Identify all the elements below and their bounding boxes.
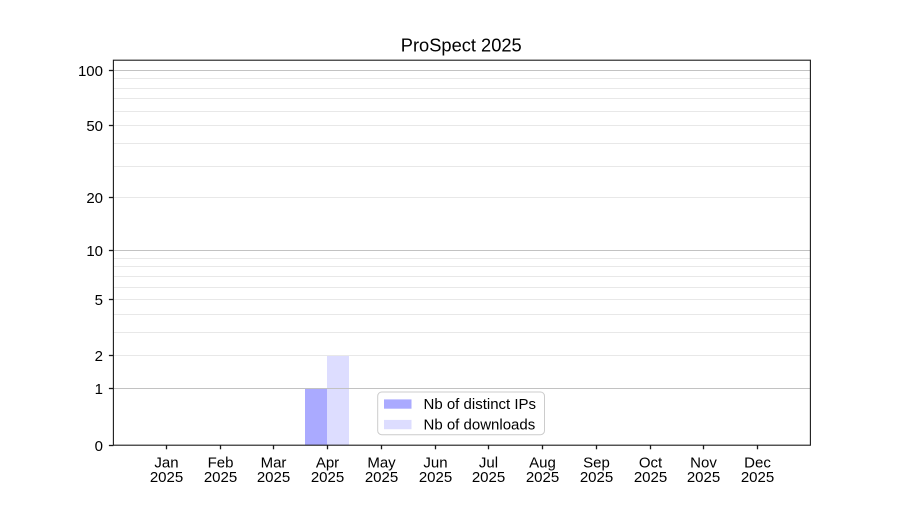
svg-text:2: 2: [95, 348, 103, 365]
svg-text:2025: 2025: [472, 469, 505, 486]
svg-text:0: 0: [95, 438, 103, 455]
svg-text:2025: 2025: [687, 469, 720, 486]
svg-text:Aug: Aug: [529, 455, 556, 472]
svg-text:2025: 2025: [580, 469, 613, 486]
svg-text:Jan: Jan: [154, 455, 178, 472]
svg-text:2025: 2025: [311, 469, 344, 486]
svg-text:2025: 2025: [257, 469, 290, 486]
svg-text:2025: 2025: [150, 469, 183, 486]
svg-text:Nb of downloads: Nb of downloads: [424, 416, 536, 433]
svg-text:1: 1: [95, 381, 103, 398]
svg-text:2025: 2025: [741, 469, 774, 486]
svg-text:5: 5: [95, 292, 103, 309]
svg-text:2025: 2025: [634, 469, 667, 486]
svg-text:2025: 2025: [204, 469, 237, 486]
svg-text:10: 10: [86, 243, 103, 260]
svg-text:Apr: Apr: [316, 455, 339, 472]
svg-text:Jun: Jun: [423, 455, 447, 472]
svg-text:100: 100: [78, 63, 103, 80]
svg-text:50: 50: [86, 118, 103, 135]
svg-text:Nb of distinct IPs: Nb of distinct IPs: [424, 396, 537, 413]
svg-text:Feb: Feb: [208, 455, 234, 472]
svg-text:Oct: Oct: [639, 455, 663, 472]
svg-text:2025: 2025: [365, 469, 398, 486]
svg-text:Mar: Mar: [261, 455, 287, 472]
svg-text:Jul: Jul: [479, 455, 498, 472]
svg-text:May: May: [367, 455, 396, 472]
svg-text:Sep: Sep: [583, 455, 610, 472]
svg-text:2025: 2025: [526, 469, 559, 486]
svg-text:Dec: Dec: [744, 455, 771, 472]
svg-text:Nov: Nov: [690, 455, 717, 472]
svg-text:2025: 2025: [419, 469, 452, 486]
svg-text:20: 20: [86, 190, 103, 207]
svg-text:ProSpect 2025: ProSpect 2025: [401, 35, 522, 56]
